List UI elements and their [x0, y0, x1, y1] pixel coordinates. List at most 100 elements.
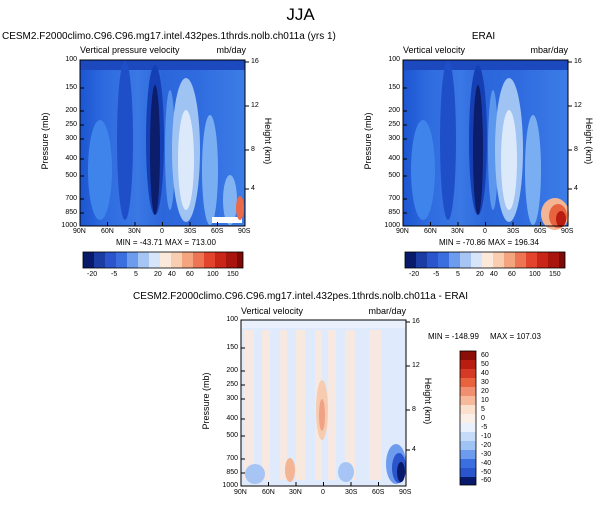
panel-diff-cbar-label: 5 [481, 406, 485, 413]
panel-model-xtick: 60S [211, 228, 224, 235]
panel-diff-max: MAX = 107.03 [490, 332, 541, 341]
panel-diff-cbar-label: 30 [481, 379, 489, 386]
panel-erai-ytick: 850 [388, 209, 400, 216]
panel-erai-cbar-label: 150 [549, 271, 561, 278]
panel-erai-y2tick: 16 [574, 58, 582, 65]
panel-model-cbar-label: 100 [207, 271, 219, 278]
panel-diff-ytick: 100 [226, 316, 238, 323]
panel-diff-y2tick: 8 [412, 406, 416, 413]
panel-diff-cbar-label: -50 [481, 469, 492, 476]
panel-model-min: MIN = -43.71 [116, 238, 163, 247]
panel-erai-cbar-label: 60 [508, 271, 516, 278]
panel-erai-xtick: 90S [561, 228, 574, 235]
panel-model-xtick: 90S [238, 228, 251, 235]
panel-diff-cbar-label: -30 [481, 451, 492, 458]
panel-diff-y2tick: 12 [412, 362, 420, 369]
panel-diff-field [241, 320, 406, 486]
panel-model-xtick: 30N [128, 228, 141, 235]
panel-model-cbar-label: 60 [186, 271, 194, 278]
panel-erai-max: MAX = 196.34 [488, 238, 539, 247]
panel-diff-cbar-label: 0 [481, 415, 485, 422]
panel-model-xtick: 90N [73, 228, 86, 235]
panel-model-y2tick: 12 [251, 102, 259, 109]
panel-model-xtick: 60N [101, 228, 114, 235]
panel-erai-ytick: 200 [388, 107, 400, 114]
panel-model-cbar-label: 150 [227, 271, 239, 278]
panel-diff-cbar-label: -10 [481, 433, 492, 440]
panel-erai-xtick: 30S [507, 228, 520, 235]
panel-erai-xtick: 0 [483, 228, 487, 235]
panel-model-ytick: 100 [65, 56, 77, 63]
panel-diff-ytick: 200 [226, 367, 238, 374]
panel-diff-cbar-label: -60 [481, 477, 492, 484]
panel-erai-ytick: 1000 [384, 222, 400, 229]
panel-diff-ytick: 400 [226, 415, 238, 422]
panel-diff-ytick: 150 [226, 344, 238, 351]
panel-diff-ytick: 250 [226, 381, 238, 388]
panel-model-y2ticks [245, 61, 249, 190]
panel-model-xtick: 30S [184, 228, 197, 235]
panel-model-cbar-label: -20 [87, 271, 98, 278]
panel-diff-ytick: 500 [226, 432, 238, 439]
panel-diff-y2tick: 4 [412, 446, 416, 453]
panel-model-ytick: 250 [65, 121, 77, 128]
panel-model-max: MAX = 713.00 [165, 238, 216, 247]
panel-diff-ytick: 700 [226, 455, 238, 462]
panel-model-cbar-label: 20 [154, 271, 162, 278]
panel-model-cbar-label: -5 [111, 271, 118, 278]
panel-diff-xtick: 30S [345, 489, 358, 496]
panel-diff-cbar-label: 10 [481, 397, 489, 404]
panel-erai-label-left: Vertical velocity [403, 45, 466, 55]
panel-diff-y2tick: 16 [412, 318, 420, 325]
panel-diff-xticks [240, 482, 407, 486]
panel-erai-min: MIN = -70.86 [439, 238, 486, 247]
panel-erai-cbar-label: 5 [456, 271, 460, 278]
panel-erai-ytick: 250 [388, 121, 400, 128]
panel-erai-ytick: 700 [388, 195, 400, 202]
panel-model-field [80, 60, 245, 226]
panel-erai-y2tick: 4 [574, 185, 578, 192]
panel-model-ytick: 300 [65, 135, 77, 142]
panel-diff-cbar-label: 50 [481, 361, 489, 368]
panel-model-y2tick: 8 [251, 146, 255, 153]
panel-erai-ytick: 500 [388, 172, 400, 179]
panel-model-ytick: 500 [65, 172, 77, 179]
panel-model-cbar-label: 40 [168, 271, 176, 278]
panel-diff-cbar-label: -5 [481, 424, 488, 431]
panel-erai-ytick: 400 [388, 155, 400, 162]
panel-erai-y2ticks [568, 61, 572, 190]
panel-model-title: CESM2.F2000climo.C96.C96.mg17.intel.432p… [2, 31, 336, 42]
panel-diff-ytick: 1000 [222, 482, 238, 489]
panel-model-xticks [79, 222, 246, 226]
panel-erai-ytick: 300 [388, 135, 400, 142]
panel-model-units: mb/day [216, 45, 246, 55]
panel-diff-yticks [241, 319, 245, 487]
panel-model-ytick: 400 [65, 155, 77, 162]
panel-diff-xtick: 30N [289, 489, 302, 496]
panel-erai-field [403, 60, 569, 230]
panel-model-ytick: 1000 [61, 222, 77, 229]
panel-diff-xtick: 0 [321, 489, 325, 496]
panel-diff-units: mbar/day [368, 306, 406, 316]
panel-diff-ytick: 300 [226, 395, 238, 402]
panel-erai-y2tick: 8 [574, 146, 578, 153]
panel-diff-y2ticks [406, 321, 410, 451]
page-title: JJA [286, 5, 315, 24]
panel-diff-xtick: 60N [262, 489, 275, 496]
panel-diff-cbar-label: -40 [481, 460, 492, 467]
panel-erai-ytick: 100 [388, 56, 400, 63]
panel-erai-units: mbar/day [530, 45, 568, 55]
panel-diff-cbar-label: 40 [481, 370, 489, 377]
panel-erai-xtick: 30N [451, 228, 464, 235]
panel-diff-xtick: 60S [372, 489, 385, 496]
panel-model-ytick: 200 [65, 107, 77, 114]
panel-erai-cbar-label: -20 [409, 271, 420, 278]
panel-model-y2tick: 4 [251, 185, 255, 192]
panel-erai-xtick: 60N [424, 228, 437, 235]
